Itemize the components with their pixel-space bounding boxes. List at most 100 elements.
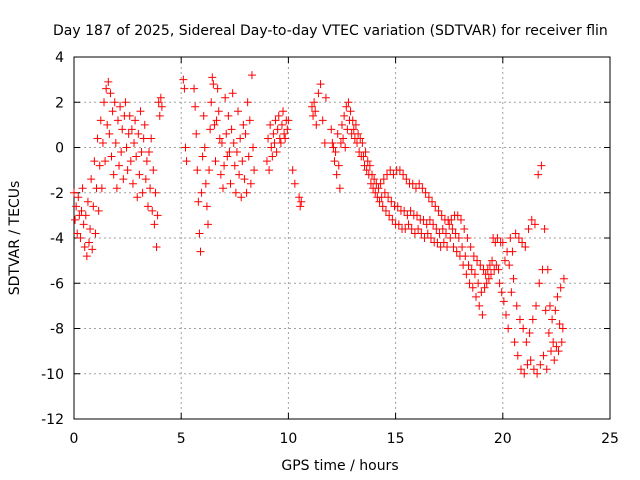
data-point: [109, 170, 118, 179]
data-point: [250, 166, 259, 175]
data-point: [428, 197, 437, 206]
data-point: [196, 247, 205, 256]
data-point: [221, 93, 230, 102]
data-point: [247, 71, 256, 80]
data-point: [470, 270, 479, 279]
data-point: [273, 125, 282, 134]
data-point: [70, 188, 78, 197]
data-point: [559, 274, 568, 283]
data-point: [376, 179, 385, 188]
data-point: [272, 148, 281, 157]
data-point: [197, 188, 206, 197]
data-point: [385, 211, 394, 220]
data-point: [541, 306, 550, 315]
data-point: [523, 360, 532, 369]
data-point: [330, 157, 339, 166]
y-tick-label: 4: [55, 50, 64, 66]
data-point: [374, 184, 383, 193]
data-point: [237, 193, 246, 202]
data-point: [312, 120, 321, 129]
data-point: [194, 197, 203, 206]
data-point: [181, 143, 190, 152]
data-point: [466, 243, 475, 252]
data-point: [244, 152, 253, 161]
data-point: [136, 107, 145, 116]
data-point: [365, 161, 374, 170]
data-point: [451, 229, 460, 238]
data-point: [284, 116, 293, 125]
data-point: [104, 77, 113, 86]
data-point: [154, 98, 163, 107]
data-point: [193, 166, 202, 175]
data-point: [328, 138, 337, 147]
data-point: [204, 220, 212, 229]
data-point: [110, 98, 119, 107]
data-point: [336, 138, 345, 147]
data-point: [151, 188, 160, 197]
data-point: [535, 279, 544, 288]
data-point: [71, 215, 80, 224]
data-point: [500, 256, 509, 265]
data-point: [122, 143, 131, 152]
data-point: [346, 107, 355, 116]
data-point: [533, 369, 542, 378]
data-point: [338, 120, 346, 129]
data-point: [395, 166, 404, 175]
data-point: [510, 338, 519, 347]
data-point: [126, 157, 135, 166]
data-point: [227, 125, 236, 134]
data-point: [150, 220, 159, 229]
data-point: [465, 279, 474, 288]
data-point: [361, 148, 370, 157]
data-point: [94, 206, 103, 215]
data-point: [134, 129, 143, 138]
data-point: [89, 202, 98, 211]
data-point: [228, 89, 237, 98]
data-point: [384, 193, 393, 202]
data-point: [454, 234, 463, 242]
data-point: [393, 202, 402, 211]
data-point: [515, 315, 524, 324]
data-point: [316, 80, 325, 89]
data-point: [276, 138, 285, 147]
data-point: [527, 215, 536, 224]
y-tick-label: -4: [50, 231, 64, 247]
data-point: [157, 102, 166, 111]
data-point: [499, 297, 508, 306]
data-point: [554, 347, 563, 356]
data-point: [514, 234, 523, 242]
x-tick-label: 15: [387, 431, 405, 447]
data-point: [135, 170, 144, 179]
data-point: [439, 238, 448, 247]
data-point: [431, 202, 440, 211]
data-point: [234, 107, 243, 116]
data-point: [239, 120, 248, 129]
data-point: [201, 179, 210, 188]
data-point: [113, 116, 122, 125]
data-point: [230, 161, 239, 170]
data-point: [475, 301, 484, 310]
data-point: [96, 116, 105, 125]
data-point: [519, 324, 528, 333]
data-point: [267, 143, 276, 152]
data-point: [95, 161, 104, 170]
y-axis-tick-labels: 4 2 0 -2 -4 -6 -8 -10 -12: [41, 50, 64, 428]
data-point: [551, 306, 560, 315]
data-point: [418, 184, 427, 193]
data-point: [462, 270, 471, 279]
data-point: [268, 152, 277, 161]
data-point: [482, 279, 491, 288]
data-point: [133, 193, 142, 202]
data-point: [140, 120, 149, 129]
data-point: [107, 152, 116, 161]
data-point: [283, 125, 292, 134]
data-point: [279, 107, 288, 116]
y-tick-label: 2: [55, 95, 64, 111]
data-point: [544, 329, 553, 338]
data-point: [198, 152, 207, 161]
data-point: [537, 161, 546, 170]
data-point: [476, 261, 485, 270]
data-point: [274, 111, 283, 120]
data-point: [74, 193, 83, 202]
